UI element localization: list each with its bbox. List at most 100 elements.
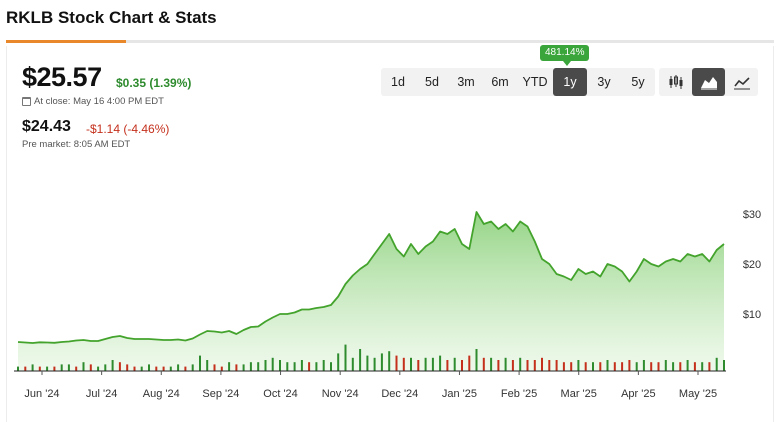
volume-bar <box>439 355 442 371</box>
x-tick-label: Feb '25 <box>501 388 537 400</box>
volume-bar <box>366 355 369 371</box>
chart-type-selector <box>659 68 758 96</box>
volume-bar <box>344 344 347 371</box>
volume-bar <box>184 366 187 371</box>
volume-bar <box>118 362 121 371</box>
volume-bar <box>562 362 565 371</box>
volume-bar <box>286 362 289 371</box>
x-tick-label: Nov '24 <box>322 388 359 400</box>
volume-bar <box>191 364 194 371</box>
line-chart-button[interactable] <box>725 68 758 96</box>
volume-bar <box>533 360 536 371</box>
volume-bar <box>482 357 485 371</box>
price-line <box>17 211 725 344</box>
line-chart-icon <box>733 77 750 90</box>
x-tick-label: May '25 <box>679 388 717 400</box>
candlestick-chart-button[interactable] <box>659 68 692 96</box>
x-tick-label: Aug '24 <box>143 388 180 400</box>
price-area <box>17 211 725 371</box>
volume-bar <box>708 362 711 371</box>
range-tab-5y[interactable]: 5y <box>631 75 645 89</box>
volume-bar <box>111 360 114 371</box>
volume-bar <box>613 362 616 371</box>
range-tab-3m[interactable]: 3m <box>457 75 475 89</box>
volume-bar <box>453 357 456 371</box>
volume-bar <box>468 355 471 371</box>
volume-bar <box>592 362 594 371</box>
volume-bar <box>249 362 252 371</box>
volume-bar <box>133 366 136 371</box>
range-return-badge: 481.14% <box>540 45 590 61</box>
volume-bar <box>235 364 238 371</box>
range-tab-5d[interactable]: 5d <box>425 75 439 89</box>
x-tick-label: Jun '24 <box>24 388 59 400</box>
volume-bar <box>584 362 587 371</box>
volume-bar <box>417 360 420 371</box>
range-tab-3y[interactable]: 3y <box>597 75 611 89</box>
y-tick-label: $30 <box>743 209 761 221</box>
volume-bar <box>410 357 412 371</box>
volume-bar <box>271 357 274 371</box>
volume-bar <box>672 362 675 371</box>
title-divider-accent <box>6 40 126 43</box>
volume-bar <box>490 357 493 371</box>
volume-bar <box>359 349 362 371</box>
page-title: RKLB Stock Chart & Stats <box>6 8 217 27</box>
volume-bar <box>46 366 49 371</box>
price-area-fill <box>18 212 724 371</box>
range-tab-1d[interactable]: 1d <box>391 75 405 89</box>
volume-bar <box>541 357 543 371</box>
volume-bar <box>242 364 245 371</box>
volume-bar <box>599 362 602 371</box>
area-chart-icon <box>700 77 717 90</box>
volume-bar <box>664 360 667 371</box>
volume-bar <box>526 360 529 371</box>
volume-bar <box>82 362 85 371</box>
time-range-selector: 1d 5d 3m 6m YTD 1y 3y 5y <box>381 68 655 96</box>
candlestick-icon <box>669 75 682 89</box>
volume-bar <box>548 360 551 371</box>
volume-bar <box>693 362 696 371</box>
x-tick-label: Jul '24 <box>86 388 117 400</box>
volume-bar <box>31 364 34 371</box>
volume-bar <box>351 357 354 371</box>
area-chart-button[interactable] <box>692 68 725 96</box>
volume-bar <box>431 357 434 371</box>
volume-bar <box>570 362 573 371</box>
volume-bar <box>206 360 209 371</box>
volume-bars <box>17 344 725 371</box>
volume-bar <box>148 364 150 371</box>
volume-bar <box>511 360 514 371</box>
premarket-price: $24.43 <box>22 118 71 135</box>
price-chart[interactable]: Jun '24 Jul '24 Aug '24 Sep '24 Oct '24 Nov '… <box>0 150 780 422</box>
volume-bar <box>67 364 70 371</box>
range-tab-6m[interactable]: 6m <box>491 75 509 89</box>
volume-bar <box>24 366 27 371</box>
volume-bar <box>155 366 158 371</box>
range-return-badge-pointer <box>563 61 571 66</box>
volume-bar <box>38 366 41 371</box>
title-divider <box>6 40 774 43</box>
volume-bar <box>650 362 653 371</box>
y-axis-ticks: $30 $20 $10 <box>743 209 761 321</box>
calendar-icon <box>22 97 31 106</box>
chart-card <box>6 46 774 422</box>
volume-bar <box>228 362 231 371</box>
volume-bar <box>446 360 449 371</box>
volume-bar <box>89 364 92 371</box>
volume-bar <box>461 360 463 371</box>
volume-bar <box>475 349 478 371</box>
volume-bar <box>497 360 500 371</box>
volume-bar <box>577 360 580 371</box>
volume-bar <box>257 362 260 371</box>
volume-bar <box>621 362 624 371</box>
x-tick-label: Oct '24 <box>263 388 298 400</box>
volume-bar <box>293 362 296 371</box>
x-axis-ticks: Jun '24 Jul '24 Aug '24 Sep '24 Oct '24 Nov '… <box>24 371 717 400</box>
volume-bar <box>555 360 558 371</box>
range-tab-ytd[interactable]: YTD <box>522 75 548 89</box>
volume-bar <box>75 366 78 371</box>
x-tick-label: Sep '24 <box>202 388 239 400</box>
range-tab-1y[interactable]: 1y <box>553 68 587 96</box>
volume-bar <box>126 364 129 371</box>
